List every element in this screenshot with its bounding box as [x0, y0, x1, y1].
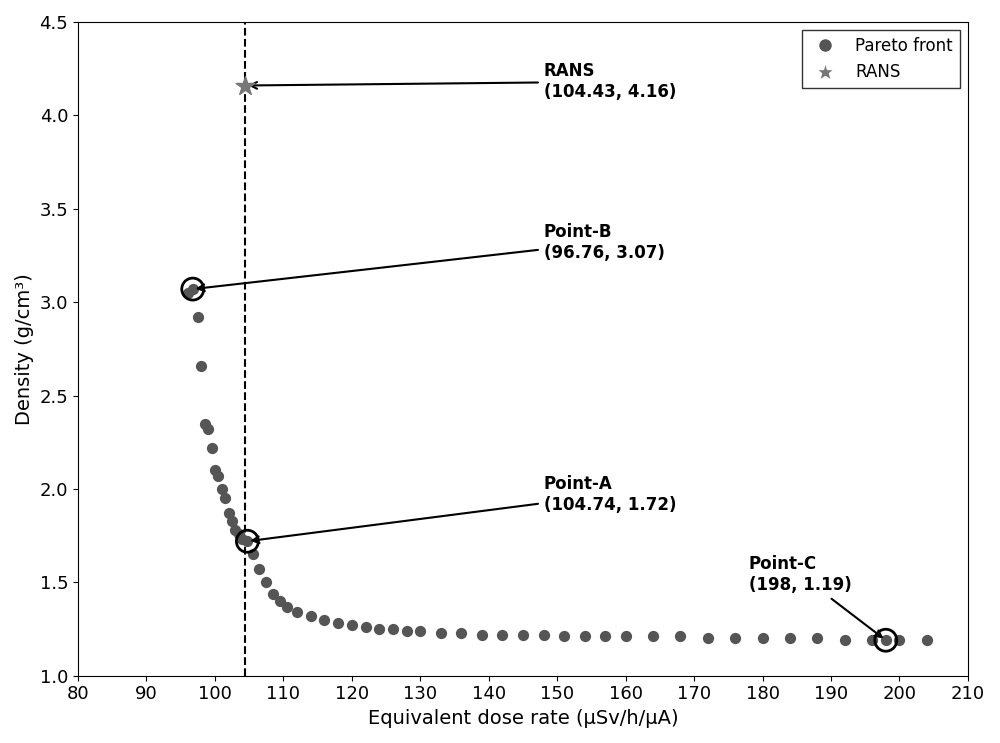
Point: [837, 635, 853, 646]
Point: [755, 632, 771, 644]
X-axis label: Equivalent dose rate (μSv/h/μA): Equivalent dose rate (μSv/h/μA): [368, 709, 678, 728]
Point: [891, 635, 907, 646]
Point: [258, 577, 274, 588]
Point: [358, 621, 374, 633]
Point: [453, 627, 469, 639]
Point: [239, 535, 255, 547]
Point: [494, 629, 510, 640]
Point: [919, 635, 935, 646]
Text: Point-C
(198, 1.19): Point-C (198, 1.19): [749, 556, 882, 637]
Point: [474, 629, 490, 640]
Point: [597, 631, 613, 643]
Point: [618, 631, 634, 643]
Point: [265, 588, 281, 600]
Text: Point-A
(104.74, 1.72): Point-A (104.74, 1.72): [252, 475, 676, 543]
Point: [344, 620, 360, 632]
Point: [809, 632, 825, 644]
Point: [303, 610, 319, 622]
Point: [245, 548, 261, 560]
Point: [645, 631, 661, 643]
Point: [204, 442, 220, 454]
Point: [878, 635, 894, 646]
Point: [239, 535, 255, 547]
Point: [316, 614, 332, 626]
Point: [217, 493, 233, 504]
Point: [214, 483, 230, 495]
Legend: Pareto front, RANS: Pareto front, RANS: [802, 30, 960, 88]
Point: [864, 635, 880, 646]
Point: [190, 311, 206, 323]
Point: [272, 595, 288, 607]
Point: [224, 515, 240, 527]
Point: [700, 632, 716, 644]
Point: [234, 533, 250, 545]
Point: [207, 464, 223, 476]
Point: [515, 629, 531, 640]
Text: Point-B
(96.76, 3.07): Point-B (96.76, 3.07): [198, 223, 664, 291]
Point: [782, 632, 798, 644]
Text: RANS
(104.43, 4.16): RANS (104.43, 4.16): [250, 62, 676, 101]
Point: [279, 600, 295, 612]
Point: [399, 625, 415, 637]
Point: [193, 360, 209, 372]
Point: [727, 632, 743, 644]
Point: [556, 631, 572, 643]
Point: [672, 631, 688, 643]
Point: [878, 635, 894, 646]
Point: [577, 631, 593, 643]
Point: [412, 625, 428, 637]
Point: [289, 606, 305, 618]
Point: [237, 80, 253, 91]
Point: [221, 507, 237, 519]
Point: [185, 283, 201, 295]
Point: [200, 424, 216, 435]
Point: [227, 524, 243, 536]
Point: [371, 623, 387, 635]
Point: [185, 283, 201, 295]
Point: [197, 418, 213, 429]
Point: [433, 627, 449, 639]
Point: [180, 287, 196, 299]
Point: [210, 470, 226, 481]
Point: [330, 617, 346, 629]
Y-axis label: Density (g/cm³): Density (g/cm³): [15, 273, 34, 425]
Point: [251, 563, 267, 575]
Point: [536, 629, 552, 640]
Point: [231, 528, 247, 539]
Point: [385, 623, 401, 635]
